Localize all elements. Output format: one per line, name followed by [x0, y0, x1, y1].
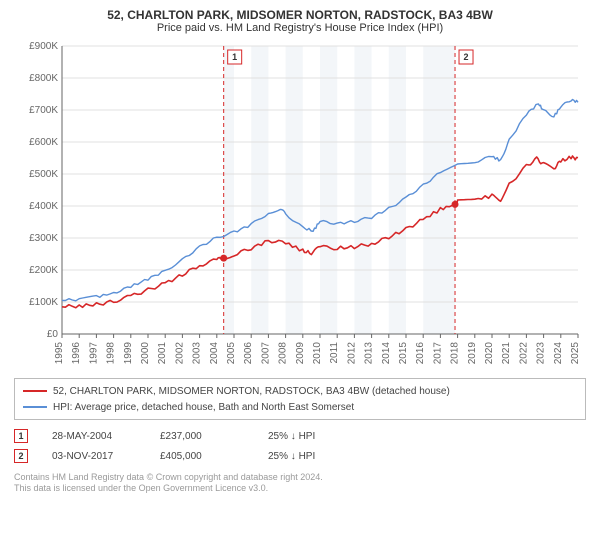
svg-text:2019: 2019	[467, 342, 478, 365]
event-delta: 25% ↓ HPI	[268, 451, 352, 462]
events-table: 1 28-MAY-2004 £237,000 25% ↓ HPI 2 03-NOV-201…	[14, 426, 586, 466]
svg-text:2002: 2002	[174, 342, 185, 365]
legend-swatch	[23, 390, 47, 392]
footer-line: Contains HM Land Registry data © Crown c…	[14, 472, 586, 483]
legend-label: HPI: Average price, detached house, Bath…	[53, 402, 354, 413]
legend-item: 52, CHARLTON PARK, MIDSOMER NORTON, RADS…	[23, 383, 577, 399]
svg-text:£700K: £700K	[29, 105, 58, 116]
chart-subtitle: Price paid vs. HM Land Registry's House …	[14, 22, 586, 34]
svg-text:£0: £0	[47, 329, 59, 340]
legend-swatch	[23, 406, 47, 408]
svg-text:1: 1	[232, 52, 237, 62]
legend-item: HPI: Average price, detached house, Bath…	[23, 399, 577, 415]
svg-text:2014: 2014	[381, 342, 392, 365]
event-marker: 2	[14, 449, 28, 463]
svg-text:2020: 2020	[484, 342, 495, 365]
series-marker	[220, 255, 227, 262]
svg-text:2012: 2012	[346, 342, 357, 365]
svg-text:2003: 2003	[192, 342, 203, 365]
svg-text:£600K: £600K	[29, 137, 58, 148]
footer-line: This data is licensed under the Open Gov…	[14, 483, 586, 494]
svg-text:2023: 2023	[536, 342, 547, 365]
event-marker: 1	[14, 429, 28, 443]
svg-text:2008: 2008	[278, 342, 289, 365]
svg-text:2022: 2022	[518, 342, 529, 365]
svg-text:£300K: £300K	[29, 233, 58, 244]
svg-text:1995: 1995	[54, 342, 65, 365]
event-date: 28-MAY-2004	[52, 431, 136, 442]
chart-plot: £0 £100K £200K £300K £400K £500K £600K £700K £80…	[14, 40, 586, 370]
svg-text:2006: 2006	[243, 342, 254, 365]
svg-text:1997: 1997	[88, 342, 99, 365]
svg-text:1998: 1998	[106, 342, 117, 365]
svg-text:2024: 2024	[553, 342, 564, 365]
svg-text:2007: 2007	[260, 342, 271, 365]
svg-text:£400K: £400K	[29, 201, 58, 212]
svg-text:1999: 1999	[123, 342, 134, 365]
series-marker	[452, 201, 459, 208]
svg-text:2009: 2009	[295, 342, 306, 365]
svg-text:2005: 2005	[226, 342, 237, 365]
svg-text:£500K: £500K	[29, 169, 58, 180]
svg-text:2017: 2017	[432, 342, 443, 365]
chart-svg: £0 £100K £200K £300K £400K £500K £600K £700K £80…	[14, 40, 586, 370]
event-price: £237,000	[160, 431, 244, 442]
svg-text:2000: 2000	[140, 342, 151, 365]
svg-text:£100K: £100K	[29, 297, 58, 308]
svg-text:£800K: £800K	[29, 73, 58, 84]
svg-text:2025: 2025	[570, 342, 581, 365]
chart-title: 52, CHARLTON PARK, MIDSOMER NORTON, RADS…	[14, 8, 586, 22]
svg-text:£200K: £200K	[29, 265, 58, 276]
event-row: 1 28-MAY-2004 £237,000 25% ↓ HPI	[14, 426, 586, 446]
footer-attribution: Contains HM Land Registry data © Crown c…	[14, 472, 586, 495]
svg-text:2021: 2021	[501, 342, 512, 365]
svg-text:2011: 2011	[329, 342, 340, 364]
event-delta: 25% ↓ HPI	[268, 431, 352, 442]
svg-text:1996: 1996	[71, 342, 82, 365]
svg-text:2004: 2004	[209, 342, 220, 365]
legend: 52, CHARLTON PARK, MIDSOMER NORTON, RADS…	[14, 378, 586, 420]
chart-container: 52, CHARLTON PARK, MIDSOMER NORTON, RADS…	[0, 0, 600, 560]
svg-text:2015: 2015	[398, 342, 409, 365]
svg-text:2010: 2010	[312, 342, 323, 365]
svg-text:2001: 2001	[157, 342, 168, 365]
svg-text:2018: 2018	[450, 342, 461, 365]
legend-label: 52, CHARLTON PARK, MIDSOMER NORTON, RADS…	[53, 386, 450, 397]
event-date: 03-NOV-2017	[52, 451, 136, 462]
svg-text:2016: 2016	[415, 342, 426, 365]
svg-text:2013: 2013	[364, 342, 375, 365]
svg-text:£900K: £900K	[29, 41, 58, 52]
event-row: 2 03-NOV-2017 £405,000 25% ↓ HPI	[14, 446, 586, 466]
event-price: £405,000	[160, 451, 244, 462]
svg-text:2: 2	[464, 52, 469, 62]
